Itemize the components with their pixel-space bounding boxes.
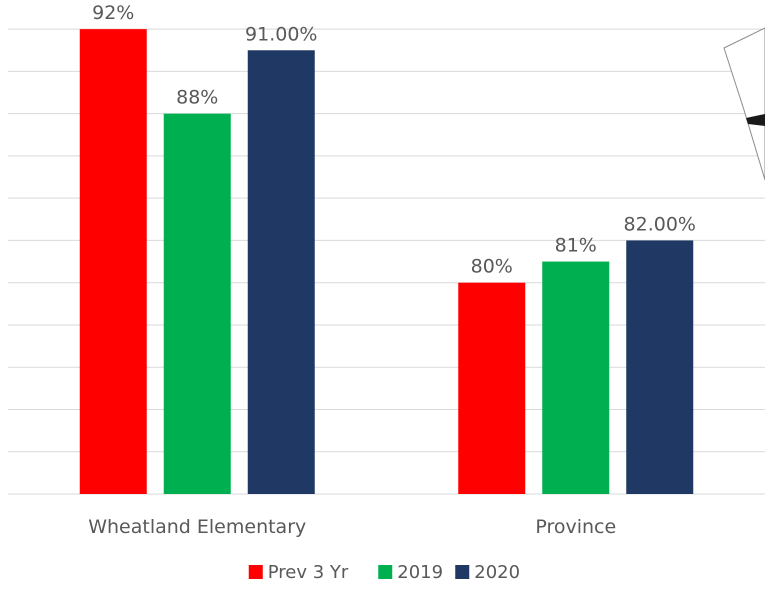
category-label: Wheatland Elementary [88,516,306,538]
legend-label: 2019 [397,562,443,583]
legend-swatch [455,565,470,579]
bar-2020-1 [626,240,694,494]
data-label: 91.00% [245,23,317,45]
bar-prev-3-yr-0 [79,29,147,495]
legend-label: 2020 [474,562,520,583]
data-label: 82.00% [624,213,696,235]
data-label: 81% [555,235,597,257]
data-label: 92% [92,2,134,24]
legend-swatch [248,565,263,579]
category-labels: Wheatland Elementary Province [88,516,616,538]
data-label: 88% [176,87,218,109]
bar-2020-0 [247,50,315,495]
partial-image-decoration [723,27,765,181]
legend-swatch [378,565,393,579]
bar-2019-1 [542,261,610,494]
data-label: 80% [471,256,513,278]
bars [79,29,694,495]
category-label: Province [535,516,616,538]
legend: Prev 3 Yr 2019 2020 [248,562,520,583]
data-labels: 92% 88% 91.00% 80% 81% 82.00% [92,2,696,278]
legend-label: Prev 3 Yr [268,562,349,583]
bar-prev-3-yr-1 [458,282,526,494]
bar-2019-0 [163,113,231,495]
